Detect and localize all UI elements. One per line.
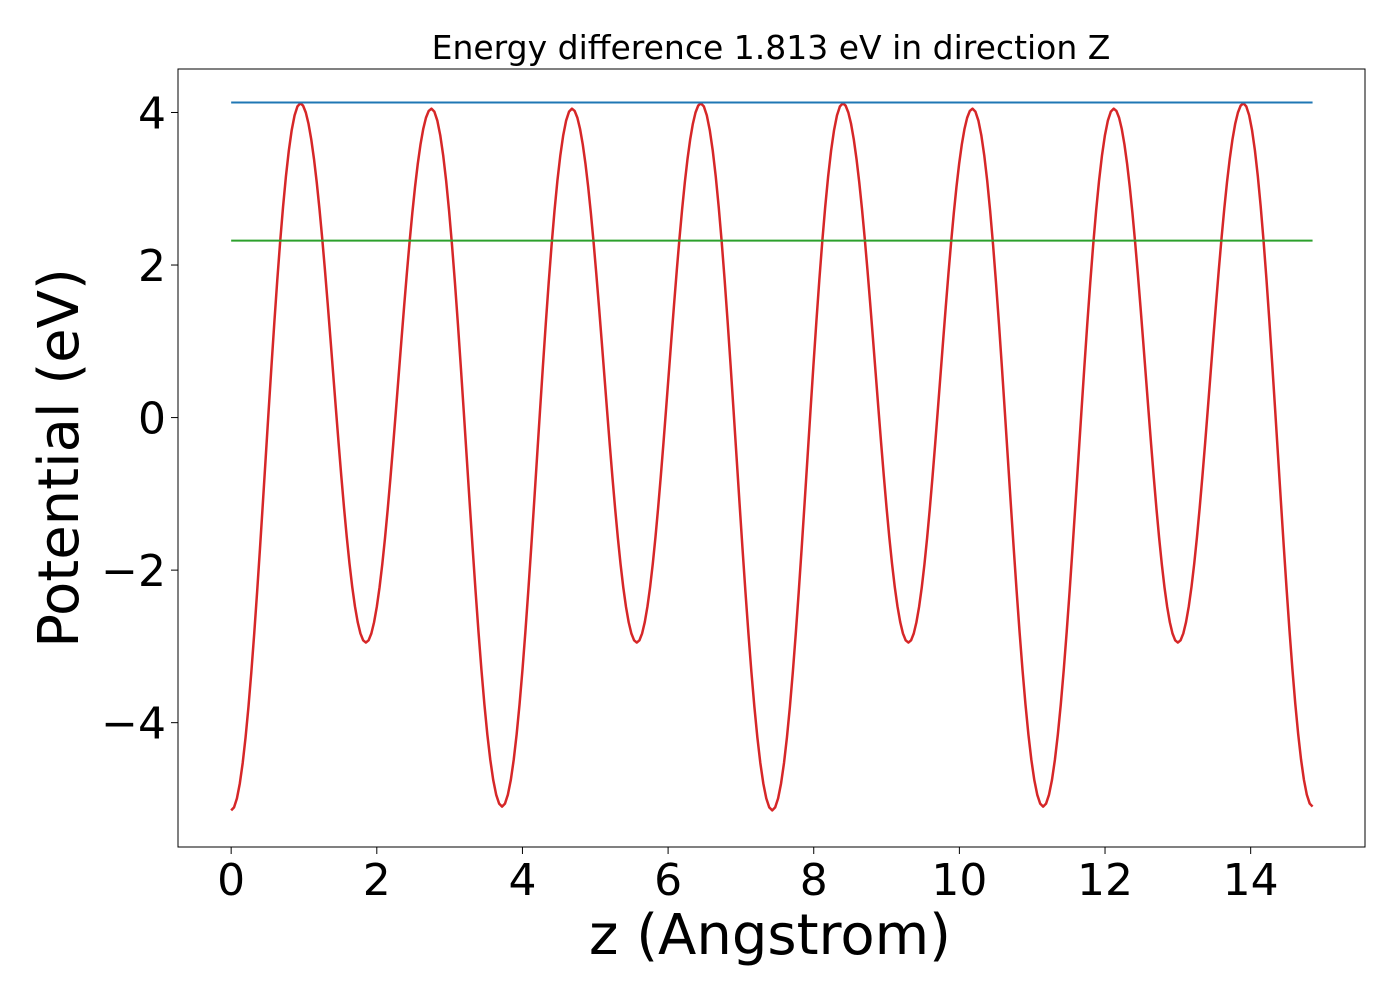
x-tick-label: 0	[217, 855, 245, 906]
x-tick-label: 2	[363, 855, 391, 906]
x-axis-ticks: 0 2 4 6 8 10 12 14	[217, 847, 1279, 906]
series-lines	[230, 101, 1314, 812]
chart-title: Energy difference 1.813 eV in direction …	[432, 28, 1111, 67]
series-line-0	[230, 102, 1314, 812]
plot-frame	[177, 68, 1366, 848]
x-tick-label: 10	[931, 855, 987, 906]
y-tick-label: −2	[101, 546, 166, 597]
y-axis-label: Potential (eV)	[27, 268, 92, 648]
x-tick-label: 12	[1077, 855, 1133, 906]
y-tick-label: 2	[138, 241, 166, 292]
y-tick-label: 0	[138, 394, 166, 445]
y-tick-label: −4	[101, 699, 166, 750]
y-axis-ticks: −4 −2 0 2 4	[101, 88, 178, 750]
x-axis-label: z (Angstrom)	[589, 903, 951, 968]
x-tick-label: 4	[508, 855, 536, 906]
x-tick-label: 6	[654, 855, 682, 906]
y-tick-label: 4	[138, 88, 166, 139]
x-tick-label: 8	[800, 855, 828, 906]
x-tick-label: 14	[1223, 855, 1279, 906]
